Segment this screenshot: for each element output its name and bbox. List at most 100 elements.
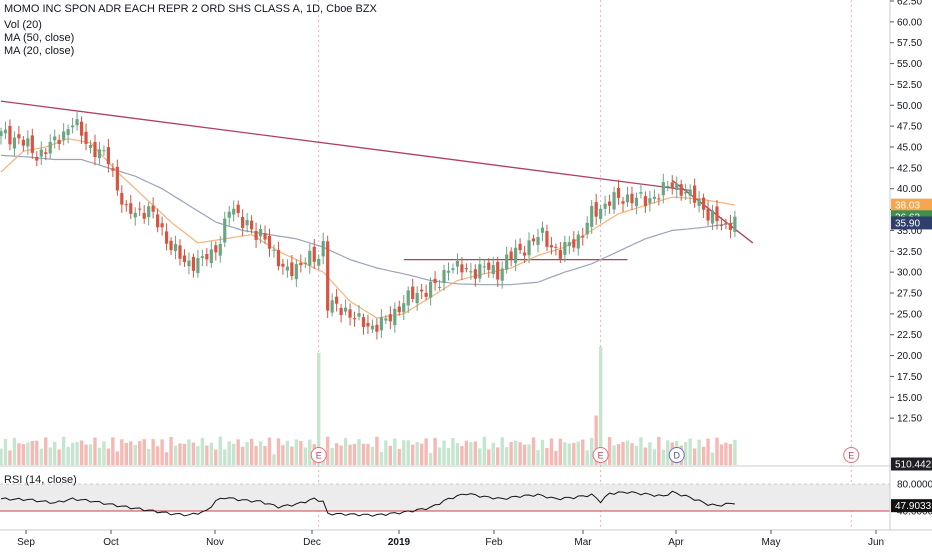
volume-bar [598,347,603,465]
candle-body [545,231,549,247]
candle-body [679,184,683,196]
volume-bar [272,454,276,465]
candle-body [205,254,209,260]
volume-tag-bg [891,457,932,471]
volume-bar [169,437,173,465]
volume-bar [540,439,545,465]
y-tick-label: 45.00 [897,143,922,154]
x-tick-label: Feb [485,537,503,548]
volume-bar [612,445,616,465]
event-label: E [316,451,322,461]
candle-body [388,314,392,322]
y-tick-label: 17.50 [897,372,922,383]
volume-bar [155,446,160,465]
volume-bar [581,439,585,465]
candle-body [393,308,397,326]
candle-body [599,208,603,219]
moving-averages [0,138,736,319]
candle-body [124,204,128,206]
x-tick-label: 2019 [388,537,411,548]
volume-bar [491,442,495,465]
candle-body [30,135,34,153]
event-label: E [848,451,854,461]
y-tick-label: 62.50 [897,0,922,8]
candle-body [697,198,701,206]
legend-ma20[interactable]: MA (20, close) [4,45,75,57]
candle-body [12,137,17,149]
candle-body [603,203,607,209]
volume-bar [187,439,191,465]
volume-bar [285,440,290,465]
volume-bar [164,452,169,465]
candle-body [639,192,643,194]
legend-rsi[interactable]: RSI (14, close) [4,474,77,486]
volume-bar [151,439,155,465]
volume-bar [402,440,406,465]
candle-body [120,192,124,205]
volume-bar [53,441,57,465]
y-tick-label: 15.00 [897,393,922,404]
volume-bar [545,447,549,465]
event-label: E [598,451,604,461]
candle-body [522,252,527,256]
earnings-marker[interactable]: E [592,447,609,463]
earnings-marker[interactable]: E [310,447,327,463]
volume-bar [464,440,469,465]
ma20-line [0,138,736,319]
volume-bar [290,446,294,465]
candle-body [643,196,647,207]
volume-bar [299,440,303,465]
candle-body [518,243,522,251]
volume-bar [8,450,12,465]
earnings-marker[interactable]: E [843,447,860,463]
candle-body [285,266,289,271]
candle-body [509,251,513,260]
legend-ma50[interactable]: MA (50, close) [4,32,75,44]
candle-body [321,240,325,257]
x-tick-label: May [762,537,781,548]
candle-body [308,250,312,266]
volume-bar [223,449,227,465]
candle-body [661,182,665,196]
candle-body [621,201,625,204]
candle-body [133,212,137,218]
candles [0,111,737,340]
y-tick-label: 47.50 [897,122,922,133]
candle-body [299,262,303,266]
volume-bar [281,445,285,465]
dividend-marker[interactable]: D [668,447,685,463]
candle-body [88,145,93,149]
volume-bar [48,447,52,465]
volume-bar [424,438,428,465]
volume-bar [133,445,137,465]
candle-body [464,268,468,270]
volume-bar [442,440,446,465]
volume-bar [384,440,388,465]
volume-bar [361,443,366,465]
candle-body [625,194,630,203]
ma20-tag-bg [891,198,932,212]
volume-bar [616,444,621,465]
candle-body [26,138,30,147]
legend-volume[interactable]: Vol (20) [4,19,42,31]
rsi-tag-bg [891,499,932,513]
volume-bar [334,443,339,465]
candle-body [276,249,281,267]
rsi-panel: 80.000040.0000 [0,480,932,518]
ma20-tag: 38.03 [891,198,932,212]
candle-body [585,222,589,235]
candle-body [451,268,455,271]
volume-bar [652,449,657,465]
volume-bar [563,442,567,465]
volume-bar [375,436,379,465]
ma50-tag-bg [891,216,932,230]
candle-body [715,206,719,222]
ma50-tag: 35.90 [891,216,932,230]
ma50-tag-text: 35.90 [895,218,920,229]
volume-bar [527,444,531,465]
candle-body [111,168,115,171]
volume-bar [191,442,196,465]
volume-bar [513,440,518,465]
candle-body [496,261,500,280]
